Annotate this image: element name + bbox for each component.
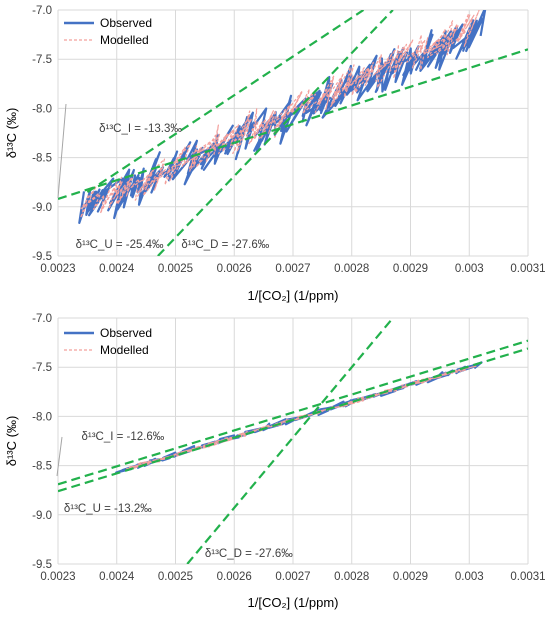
fit-line-D <box>157 10 394 256</box>
plot-area <box>58 318 528 564</box>
legend-observed-label: Observed <box>100 326 152 340</box>
x-tick-label: 0.0026 <box>217 571 252 583</box>
y-tick-label: -8.0 <box>32 411 52 423</box>
y-tick-label: -9.0 <box>32 202 52 214</box>
legend-modelled-label: Modelled <box>100 343 149 357</box>
annotation-leader-line <box>56 436 63 477</box>
series-modelled-line <box>80 10 480 219</box>
fit-line-I <box>58 48 528 200</box>
y-tick-label: -7.0 <box>32 5 52 17</box>
x-tick-label: 0.0024 <box>99 571 135 583</box>
y-tick-label: -8.5 <box>32 153 52 165</box>
annotation-D: δ¹³C_D = -27.6‰ <box>181 239 269 251</box>
annotation-I: δ¹³C_I = -13.3‰ <box>99 123 182 135</box>
fit-line-D <box>186 318 394 564</box>
annotation-I: δ¹³C_I = -12.6‰ <box>82 431 165 443</box>
x-tick-label: 0.0028 <box>334 571 369 583</box>
x-tick-label: 0.0025 <box>158 571 193 583</box>
x-tick-label: 0.0024 <box>99 263 135 275</box>
x-tick-label: 0.0027 <box>275 571 310 583</box>
x-tick-label: 0.0031 <box>510 571 545 583</box>
x-tick-label: 0.0027 <box>275 263 310 275</box>
series-observed-line <box>78 10 487 224</box>
y-tick-label: -9.5 <box>32 559 52 571</box>
y-tick-label: -8.5 <box>32 461 52 473</box>
annotation-U: δ¹³C_U = -13.2‰ <box>64 503 152 515</box>
x-axis-label: 1/[CO₂] (1/ppm) <box>247 288 338 303</box>
fit-line-I <box>58 339 528 486</box>
x-tick-label: 0.0029 <box>393 571 428 583</box>
y-tick-label: -9.0 <box>32 510 52 522</box>
x-axis-label: 1/[CO₂] (1/ppm) <box>247 595 338 610</box>
x-tick-label: 0.0029 <box>393 263 428 275</box>
y-tick-label: -7.5 <box>32 54 52 66</box>
legend: Observed Modelled <box>64 326 152 357</box>
x-tick-label: 0.0023 <box>40 263 75 275</box>
plot-area <box>58 10 528 256</box>
x-tick-label: 0.0023 <box>40 571 75 583</box>
annotation-leader-line <box>57 103 67 199</box>
x-tick-label: 0.0025 <box>158 263 193 275</box>
x-tick-label: 0.0028 <box>334 263 369 275</box>
x-tick-label: 0.003 <box>455 571 484 583</box>
y-axis-label: δ¹³C (‰) <box>4 108 19 159</box>
y-tick-label: -9.5 <box>32 251 52 263</box>
x-tick-label: 0.0031 <box>510 263 545 275</box>
fit-line-U <box>58 347 528 493</box>
legend-observed-label: Observed <box>100 16 152 30</box>
y-tick-label: -7.5 <box>32 362 52 374</box>
y-tick-label: -7.0 <box>32 313 52 325</box>
annotation-U: δ¹³C_U = -25.4‰ <box>76 239 164 251</box>
chart-2: 0.0023 0.0024 0.0025 0.0026 0.0027 0.0028 0.00… <box>4 313 546 610</box>
x-tick-label: 0.0026 <box>217 263 252 275</box>
legend: Observed Modelled <box>64 16 152 47</box>
y-axis-label: δ¹³C (‰) <box>4 416 19 467</box>
legend-modelled-label: Modelled <box>100 33 149 47</box>
chart-1: 0.0023 0.0024 0.0025 0.0026 0.0027 0.0028 0.00… <box>4 5 546 303</box>
y-tick-label: -8.0 <box>32 103 52 115</box>
annotation-D: δ¹³C_D = -27.6‰ <box>205 548 293 560</box>
x-tick-label: 0.003 <box>455 263 484 275</box>
